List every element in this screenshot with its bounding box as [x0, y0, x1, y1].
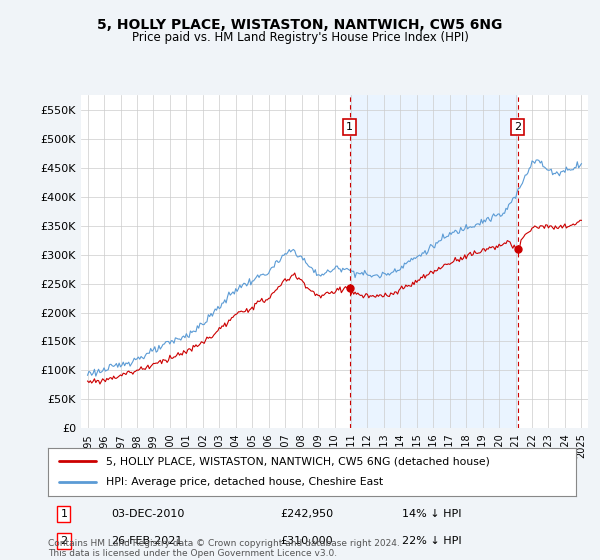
Text: 26-FEB-2021: 26-FEB-2021	[112, 536, 183, 547]
Text: Contains HM Land Registry data © Crown copyright and database right 2024.
This d: Contains HM Land Registry data © Crown c…	[48, 539, 400, 558]
Text: 1: 1	[61, 509, 67, 519]
Bar	[350, 95, 518, 428]
Text: £242,950: £242,950	[280, 509, 334, 519]
Text: 5, HOLLY PLACE, WISTASTON, NANTWICH, CW5 6NG (detached house): 5, HOLLY PLACE, WISTASTON, NANTWICH, CW5…	[106, 456, 490, 466]
Text: 14% ↓ HPI: 14% ↓ HPI	[402, 509, 461, 519]
Text: 1: 1	[346, 122, 353, 132]
Text: Price paid vs. HM Land Registry's House Price Index (HPI): Price paid vs. HM Land Registry's House …	[131, 31, 469, 44]
Text: £310,000: £310,000	[280, 536, 333, 547]
Text: 2: 2	[514, 122, 521, 132]
Text: 2: 2	[60, 536, 67, 547]
Text: 5, HOLLY PLACE, WISTASTON, NANTWICH, CW5 6NG: 5, HOLLY PLACE, WISTASTON, NANTWICH, CW5…	[97, 18, 503, 32]
Text: 22% ↓ HPI: 22% ↓ HPI	[402, 536, 461, 547]
Text: HPI: Average price, detached house, Cheshire East: HPI: Average price, detached house, Ches…	[106, 477, 383, 487]
Text: 03-DEC-2010: 03-DEC-2010	[112, 509, 185, 519]
